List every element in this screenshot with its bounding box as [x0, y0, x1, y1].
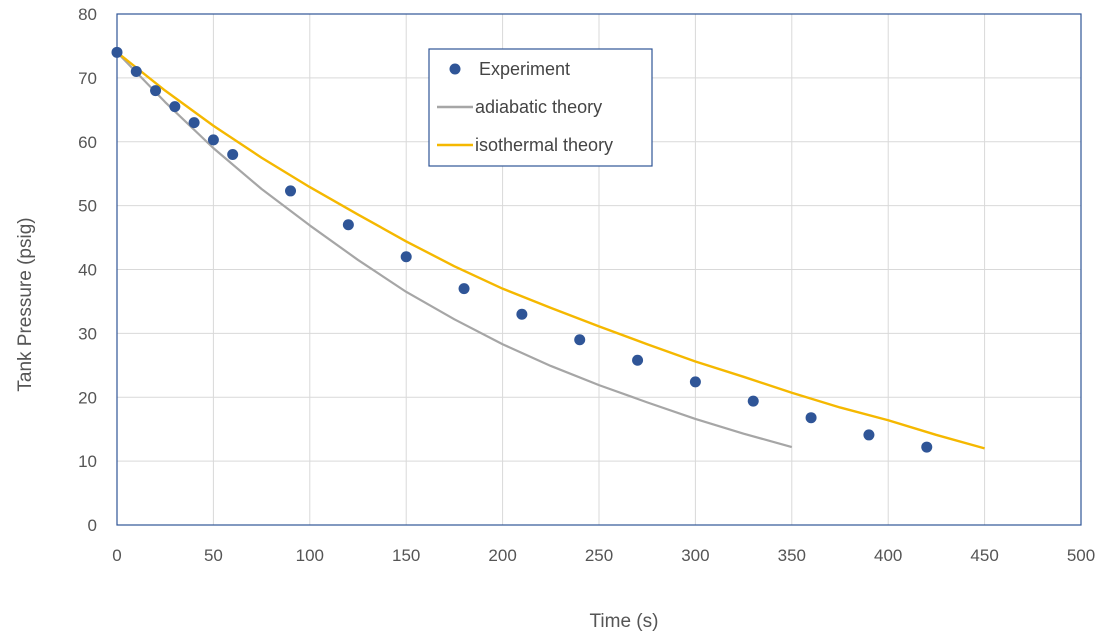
- y-tick-label: 40: [78, 261, 97, 280]
- data-point-experiment: [150, 85, 162, 97]
- data-point-experiment: [130, 65, 142, 77]
- data-point-experiment: [863, 429, 875, 441]
- data-point-experiment: [342, 219, 354, 231]
- x-tick-label: 250: [585, 546, 613, 565]
- y-tick-label: 10: [78, 452, 97, 471]
- x-tick-label: 450: [970, 546, 998, 565]
- legend-label: isothermal theory: [475, 135, 613, 155]
- series-line-adiabatic-theory: [116, 51, 793, 449]
- y-tick-label: 80: [78, 5, 97, 24]
- chart-series: [111, 46, 985, 453]
- legend-label: Experiment: [479, 59, 570, 79]
- x-tick-label: 350: [778, 546, 806, 565]
- x-tick-label: 300: [681, 546, 709, 565]
- x-tick-label: 100: [296, 546, 324, 565]
- x-tick-label: 500: [1067, 546, 1095, 565]
- x-axis-title: Time (s): [590, 611, 659, 632]
- data-point-experiment: [227, 149, 239, 161]
- series-line-isothermal-theory: [116, 51, 985, 450]
- y-axis-title: Tank Pressure (psig): [15, 217, 36, 391]
- x-tick-label: 0: [112, 546, 121, 565]
- legend-marker-experiment: [449, 63, 461, 75]
- y-tick-label: 0: [88, 516, 97, 535]
- data-point-experiment: [111, 46, 123, 58]
- data-point-experiment: [921, 441, 933, 453]
- y-tick-label: 20: [78, 388, 97, 407]
- x-tick-label: 200: [488, 546, 516, 565]
- x-tick-label: 400: [874, 546, 902, 565]
- x-axis-tick-labels: 0 50 100 150 200 250 300 350 400 450 500: [112, 546, 1095, 565]
- data-point-experiment: [169, 101, 181, 113]
- data-point-experiment: [458, 283, 470, 295]
- x-tick-label: 150: [392, 546, 420, 565]
- data-point-experiment: [188, 117, 200, 129]
- data-point-experiment: [285, 185, 297, 197]
- data-point-experiment: [632, 354, 644, 366]
- data-point-experiment: [516, 308, 528, 320]
- data-point-experiment: [689, 376, 701, 388]
- x-tick-label: 50: [204, 546, 223, 565]
- y-tick-label: 70: [78, 69, 97, 88]
- data-point-experiment: [207, 134, 219, 146]
- data-point-experiment: [400, 251, 412, 263]
- data-point-experiment: [574, 334, 586, 346]
- chart-legend: Experiment adiabatic theory isothermal the…: [428, 48, 653, 167]
- y-tick-label: 30: [78, 324, 97, 343]
- legend-label: adiabatic theory: [475, 97, 602, 117]
- y-tick-label: 50: [78, 197, 97, 216]
- plot-area-border: [116, 13, 1082, 526]
- y-tick-label: 60: [78, 133, 97, 152]
- data-point-experiment: [747, 395, 759, 407]
- data-point-experiment: [805, 412, 817, 424]
- y-axis-tick-labels: 0 10 20 30 40 50 60 70 80: [78, 5, 97, 535]
